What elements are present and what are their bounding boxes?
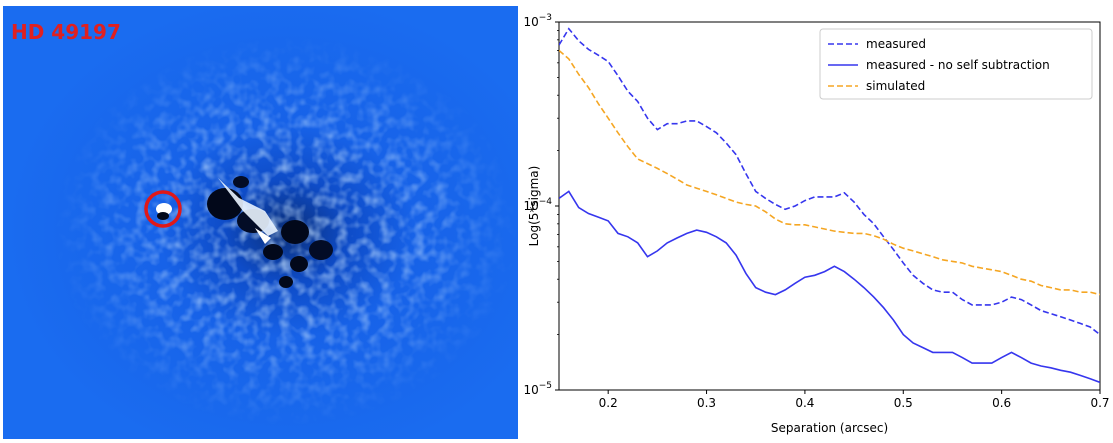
series-line-3 — [559, 49, 1100, 296]
legend-box — [819, 28, 1093, 100]
x-tick-label: 0.5 — [894, 396, 913, 410]
companion-marker-circle — [144, 190, 182, 228]
series-line-1 — [559, 27, 1100, 336]
coronagraph-image: HD 49197 — [3, 6, 518, 439]
chart-svg: 0.2 0.3 0.4 0.5 0.6 0.7 10−5 10−4 10−3 measured… — [523, 13, 1110, 435]
x-tick-label: 0.2 — [599, 396, 618, 410]
y-tick-label: 10−5 — [523, 381, 552, 397]
x-tick-label: 0.4 — [795, 396, 814, 410]
series-layer — [559, 27, 1100, 384]
y-axis-label: Log(5*sigma) — [527, 166, 541, 247]
x-tick-label: 0.7 — [1090, 396, 1109, 410]
y-tick-label: 10−4 — [523, 197, 552, 213]
x-tick-label: 0.3 — [697, 396, 716, 410]
residual-core — [207, 176, 333, 288]
y-tick-label: 10−3 — [523, 13, 552, 29]
x-axis: 0.2 0.3 0.4 0.5 0.6 0.7 — [599, 390, 1110, 410]
companion-source — [144, 190, 182, 228]
coronagraph-image-panel: HD 49197 — [3, 6, 518, 439]
legend: measured measured - no self subtraction si… — [819, 28, 1093, 100]
contrast-curve-plot: 0.2 0.3 0.4 0.5 0.6 0.7 10−5 10−4 10−3 measured… — [522, 0, 1113, 439]
series-line-2 — [559, 190, 1100, 384]
legend-entry: simulated — [866, 79, 925, 93]
legend-entry: measured — [866, 37, 926, 51]
legend-entry: measured - no self subtraction — [866, 58, 1050, 72]
target-label: HD 49197 — [11, 20, 121, 44]
y-axis: 10−5 10−4 10−3 — [523, 13, 559, 397]
x-tick-label: 0.6 — [992, 396, 1011, 410]
x-axis-label: Separation (arcsec) — [771, 421, 888, 435]
